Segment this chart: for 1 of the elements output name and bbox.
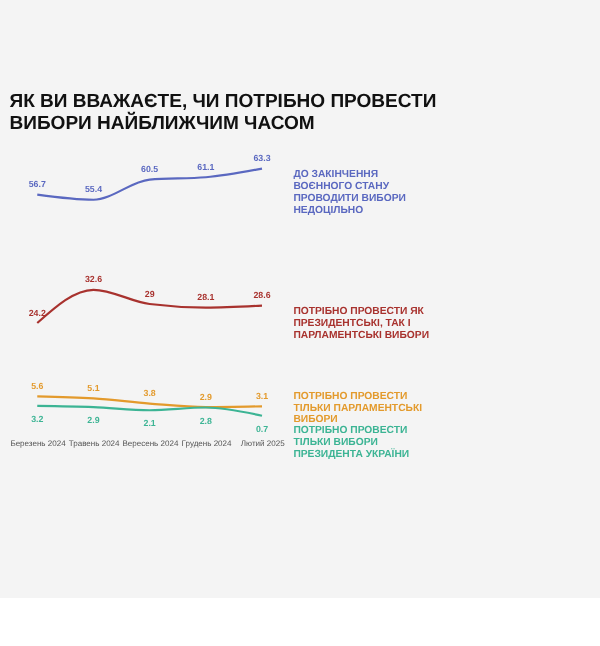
chart-title: ЯК ВИ ВВАЖАЄТЕ, ЧИ ПОТРІБНО ПРОВЕСТИ ВИБОРИ НАЙБЛИЖЧИМ ЧАСОМ: [9, 90, 437, 135]
